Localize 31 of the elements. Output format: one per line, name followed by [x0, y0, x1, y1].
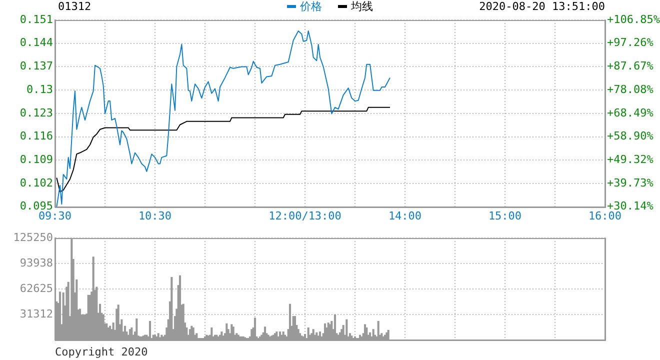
y-tick-label: 0.116: [20, 130, 53, 143]
y-tick-label: 0.102: [20, 176, 53, 190]
x-tick-label: 14:00: [388, 209, 422, 222]
y2-tick-label: +68.49%: [607, 106, 654, 120]
text: Copyright 2020: [55, 345, 148, 358]
y2-tick-label: +58.90%: [607, 130, 654, 143]
y2-tick-label: +39.73%: [607, 176, 654, 190]
x-tick-label: 16:00: [588, 209, 622, 222]
y2-tick-label: +49.32%: [607, 152, 654, 166]
y-tick-label: 0.13: [26, 82, 53, 96]
y2-tick-label: +97.26%: [607, 36, 654, 50]
y2-tick-label: +106.85%: [607, 12, 660, 26]
y-tick-label: 62625: [20, 282, 53, 295]
y-tick-label: 125250: [13, 230, 53, 244]
legend-label: 价格: [300, 0, 322, 13]
y-tick-label: 0.109: [20, 152, 53, 166]
legend-label: 均线: [351, 0, 373, 13]
y2-tick-label: +78.08%: [607, 82, 654, 96]
x-tick-label: 10:30: [138, 209, 172, 222]
y-tick-label: 0.151: [20, 12, 53, 26]
chart-subtitle: 2020-08-20 13:51:00: [479, 0, 605, 14]
x-tick-label: 12:00/13:00: [268, 209, 342, 222]
x-tick-label: 09:30: [38, 209, 72, 222]
y-tick-label: 0.123: [20, 106, 53, 120]
y-tick-label: 93938: [20, 256, 53, 270]
y-tick-label: 0.137: [20, 60, 53, 73]
y-tick-label: 31312: [20, 307, 53, 320]
y2-tick-label: +87.67%: [607, 60, 654, 73]
chart-title: 01312: [58, 0, 92, 14]
y-tick-label: 0.144: [20, 36, 54, 50]
x-tick-label: 15:00: [488, 209, 522, 222]
